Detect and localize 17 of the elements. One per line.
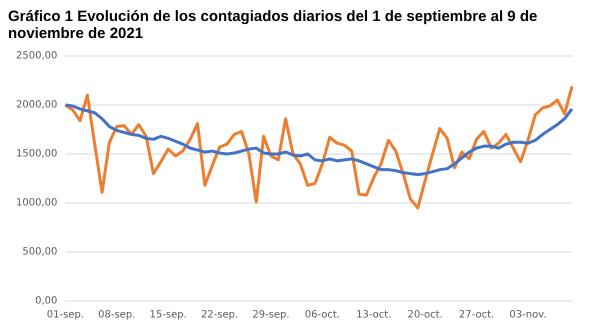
x-tick-label: 01-sep. [46, 310, 84, 321]
x-tick-label: 03-nov. [509, 310, 546, 321]
x-tick-label: 29-sep. [252, 310, 290, 321]
x-tick-label: 22-sep. [200, 310, 238, 321]
chart-title: Gráfico 1 Evolución de los contagiados diarios del 1 de septiembre al 9 de noviembre de 2021 [8, 8, 538, 42]
y-tick-label: 1000,00 [16, 198, 58, 209]
y-tick-label: 0,00 [35, 296, 58, 307]
y-tick-label: 500,00 [22, 246, 58, 258]
x-tick-label: 06-oct. [304, 310, 340, 321]
x-tick-label: 15-sep. [150, 310, 187, 321]
x-tick-label: 27-oct. [458, 310, 494, 321]
x-tick-label: 08-sep. [98, 310, 136, 321]
y-tick-label: 1500,00 [16, 148, 58, 160]
y-tick-label: 2500,00 [16, 50, 58, 62]
y-tick-label: 2000,00 [16, 100, 58, 111]
x-tick-label: 20-oct. [408, 310, 443, 321]
x-tick-label: 13-oct. [356, 310, 392, 321]
